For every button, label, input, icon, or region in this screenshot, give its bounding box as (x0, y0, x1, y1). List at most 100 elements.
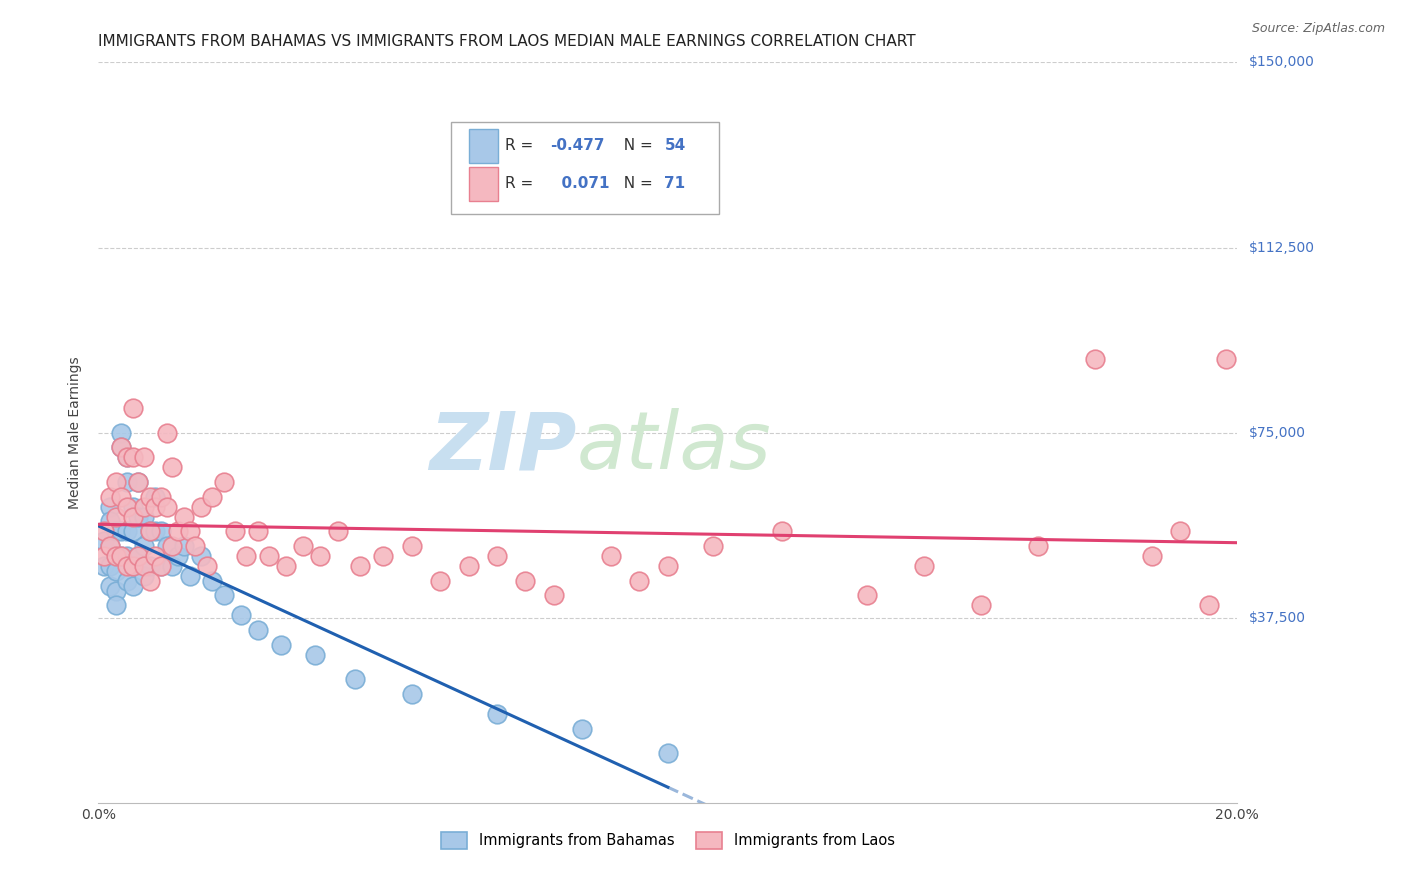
Point (98, 490, 121, 504)
Point (115, 549, 138, 563)
Text: IMMIGRANTS FROM BAHAMAS VS IMMIGRANTS FROM LAOS MEDIAN MALE EARNINGS CORRELATION: IMMIGRANTS FROM BAHAMAS VS IMMIGRANTS FR… (98, 34, 917, 49)
Point (132, 509, 155, 524)
Y-axis label: Median Male Earnings: Median Male Earnings (69, 356, 83, 509)
Point (110, 425, 132, 440)
Point (1140, 549, 1163, 563)
Point (110, 549, 132, 563)
Point (304, 648, 326, 662)
FancyBboxPatch shape (451, 121, 718, 214)
Point (162, 460, 184, 475)
Point (110, 549, 132, 563)
Point (326, 524, 349, 539)
Point (349, 558, 371, 573)
Point (132, 539, 155, 553)
Point (543, 589, 565, 603)
Point (770, 524, 793, 539)
Point (98, 558, 121, 573)
Text: ZIP: ZIP (429, 409, 576, 486)
Point (121, 509, 143, 524)
Point (173, 539, 195, 553)
Text: R =: R = (505, 177, 538, 192)
Point (98, 539, 121, 553)
Point (121, 579, 143, 593)
Point (104, 583, 127, 598)
Point (1084, 351, 1107, 366)
Point (229, 608, 252, 623)
Point (628, 574, 651, 588)
Point (145, 549, 167, 563)
Point (201, 490, 224, 504)
Point (246, 524, 269, 539)
Point (98, 539, 121, 553)
Point (104, 564, 127, 578)
Point (104, 599, 127, 613)
Point (121, 500, 143, 514)
Point (132, 500, 155, 514)
Point (195, 558, 218, 573)
Point (110, 441, 132, 455)
Point (401, 539, 423, 553)
Point (179, 524, 201, 539)
Text: R =: R = (505, 138, 538, 153)
Point (156, 500, 179, 514)
Point (1198, 599, 1220, 613)
Text: 54: 54 (665, 138, 686, 153)
Point (150, 524, 173, 539)
Point (343, 673, 366, 687)
Text: $112,500: $112,500 (1249, 241, 1315, 254)
Point (138, 524, 160, 539)
Point (309, 549, 332, 563)
Text: 71: 71 (665, 177, 686, 192)
Point (98, 500, 121, 514)
Point (104, 475, 127, 489)
Point (235, 549, 257, 563)
Point (212, 475, 235, 489)
Point (212, 589, 235, 603)
Point (98, 579, 121, 593)
Point (132, 450, 155, 465)
Point (138, 574, 160, 588)
Text: N =: N = (614, 177, 658, 192)
Point (115, 450, 138, 465)
Point (184, 539, 207, 553)
Point (115, 450, 138, 465)
Text: 0.071: 0.071 (551, 177, 609, 192)
Point (515, 574, 537, 588)
Point (162, 558, 184, 573)
Point (276, 558, 298, 573)
Point (145, 490, 167, 504)
Point (150, 490, 173, 504)
Text: $75,000: $75,000 (1249, 425, 1305, 440)
Point (486, 549, 509, 563)
Point (93, 558, 115, 573)
Point (127, 509, 149, 524)
Point (292, 539, 315, 553)
Point (259, 549, 281, 563)
Point (127, 549, 149, 563)
Point (110, 441, 132, 455)
Text: $150,000: $150,000 (1249, 55, 1315, 70)
Point (150, 558, 173, 573)
Point (657, 558, 679, 573)
Text: $37,500: $37,500 (1249, 611, 1305, 624)
Point (98, 515, 121, 529)
Point (138, 490, 160, 504)
Point (156, 539, 179, 553)
Point (115, 574, 138, 588)
Point (156, 425, 179, 440)
Point (162, 539, 184, 553)
Point (127, 475, 149, 489)
Point (104, 549, 127, 563)
Point (270, 638, 292, 652)
Legend: Immigrants from Bahamas, Immigrants from Laos: Immigrants from Bahamas, Immigrants from… (434, 826, 901, 855)
Text: -0.477: -0.477 (551, 138, 605, 153)
Point (600, 549, 623, 563)
Point (110, 524, 132, 539)
Point (201, 574, 224, 588)
Point (115, 524, 138, 539)
Point (121, 558, 143, 573)
Point (173, 509, 195, 524)
Point (150, 558, 173, 573)
Point (401, 687, 423, 701)
Point (127, 475, 149, 489)
